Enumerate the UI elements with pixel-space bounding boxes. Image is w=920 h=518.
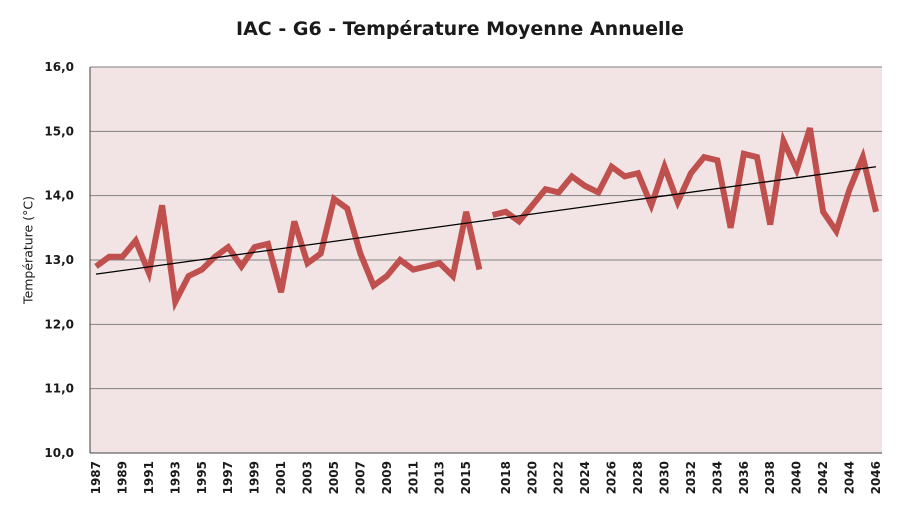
y-tick-label: 12,0	[44, 317, 74, 331]
x-tick-label: 2038	[763, 461, 777, 494]
x-tick-label: 2009	[380, 461, 394, 494]
x-tick-label: 2005	[327, 461, 341, 494]
x-tick-label: 2042	[816, 461, 830, 494]
x-tick-label: 1999	[248, 461, 262, 494]
x-tick-label: 1995	[195, 461, 209, 494]
y-tick-label: 14,0	[44, 189, 74, 203]
x-tick-label: 1993	[168, 461, 182, 494]
x-tick-label: 2046	[869, 461, 883, 494]
series-line	[94, 193, 483, 312]
x-tick-label: 2022	[552, 461, 566, 494]
y-tick-label: 10,0	[44, 446, 74, 460]
x-tick-label: 2024	[578, 461, 592, 494]
x-tick-label: 2003	[301, 461, 315, 494]
x-tick-label: 1987	[89, 461, 103, 494]
x-tick-label: 2026	[605, 461, 619, 494]
y-tick-label: 16,0	[44, 60, 74, 74]
chart-title: IAC - G6 - Température Moyenne Annuelle	[236, 18, 684, 40]
x-tick-label: 2013	[433, 461, 447, 494]
trend-line	[95, 166, 877, 275]
x-tick-label: 2028	[631, 461, 645, 494]
x-tick-label: 1991	[142, 461, 156, 494]
x-tick-label: 2040	[790, 461, 804, 494]
x-tick-label: 2001	[274, 461, 288, 494]
x-tick-label: 2020	[525, 461, 539, 494]
x-tick-label: 2034	[710, 461, 724, 494]
y-tick-label: 13,0	[44, 253, 74, 267]
x-tick-label: 2018	[499, 461, 513, 494]
x-tick-label: 1989	[115, 461, 129, 494]
x-tick-label: 2030	[657, 461, 671, 494]
series-line	[491, 127, 879, 238]
x-tick-label: 2032	[684, 461, 698, 494]
x-tick-label: 2007	[353, 461, 367, 494]
x-tick-label: 2036	[737, 461, 751, 494]
y-tick-label: 15,0	[44, 124, 74, 138]
x-tick-label: 2015	[459, 461, 473, 494]
x-tick-label: 2044	[843, 461, 857, 494]
x-tick-label: 1997	[221, 461, 235, 494]
x-tick-label: 2011	[406, 461, 420, 494]
y-tick-label: 11,0	[44, 382, 74, 396]
